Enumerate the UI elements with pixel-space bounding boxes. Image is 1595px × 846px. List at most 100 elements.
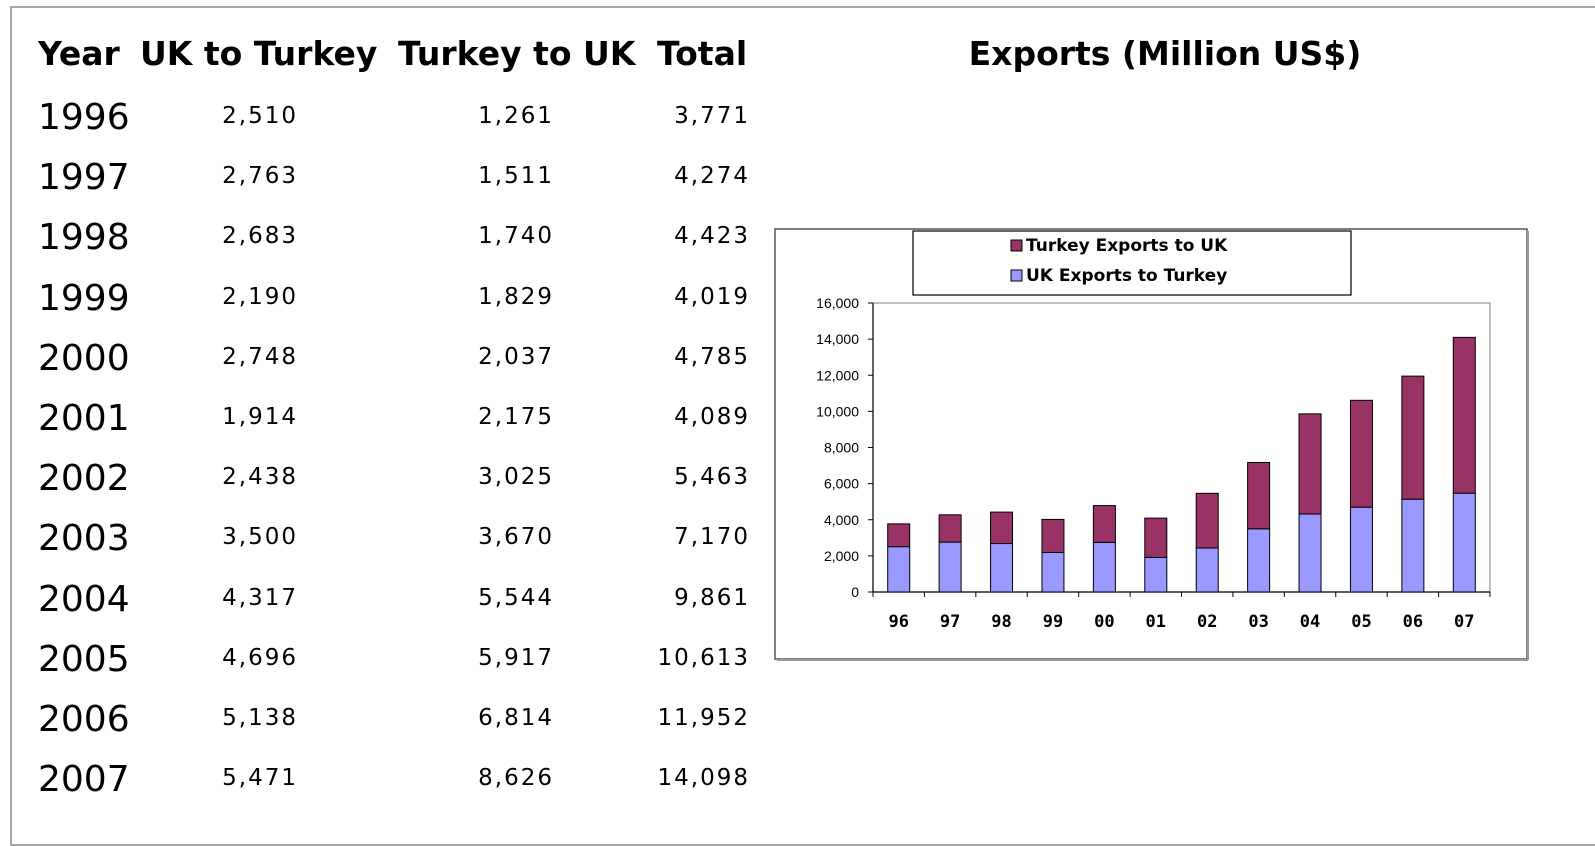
- x-tick-label: 01: [1146, 612, 1166, 632]
- x-tick-label: 07: [1454, 612, 1474, 632]
- bar-uk-exports-to-turkey: [1452, 492, 1476, 593]
- cell-total: 5,463: [674, 464, 750, 491]
- x-tick-label: 06: [1403, 612, 1423, 632]
- bar-turkey-exports-to-uk: [1195, 492, 1219, 549]
- cell-uk-to-turkey: 2,190: [222, 283, 298, 310]
- y-tick-label: 2,000: [824, 548, 859, 564]
- plot-area: [872, 302, 1491, 593]
- bar-turkey-exports-to-uk: [1401, 375, 1425, 500]
- header-year: Year: [38, 34, 120, 73]
- cell-year: 2006: [38, 699, 130, 740]
- cell-year: 2003: [38, 518, 130, 560]
- legend-label: Turkey Exports to UK: [1026, 236, 1228, 256]
- cell-year: 2002: [38, 458, 130, 500]
- cell-year: 2004: [38, 578, 130, 620]
- cell-year: 1996: [38, 97, 130, 138]
- bar-turkey-exports-to-uk: [938, 514, 962, 543]
- cell-year: 2005: [38, 638, 130, 680]
- cell-year: 1998: [38, 217, 130, 259]
- x-tick-label: 02: [1197, 612, 1217, 632]
- y-tick-label: 4,000: [824, 512, 859, 528]
- cell-turkey-to-uk: 5,917: [478, 644, 554, 671]
- cell-turkey-to-uk: 2,175: [478, 404, 554, 430]
- y-tick-label: 8,000: [824, 440, 859, 456]
- legend: [912, 230, 1352, 296]
- legend-swatch: [1010, 269, 1023, 282]
- cell-turkey-to-uk: 6,814: [478, 705, 554, 731]
- bar-turkey-exports-to-uk: [1041, 518, 1065, 553]
- cell-turkey-to-uk: 3,670: [478, 524, 554, 551]
- cell-uk-to-turkey: 2,748: [222, 343, 298, 370]
- cell-year: 2007: [38, 759, 130, 801]
- x-tick-label: 00: [1094, 612, 1114, 632]
- cell-turkey-to-uk: 1,740: [478, 223, 554, 250]
- cell-turkey-to-uk: 8,626: [478, 765, 554, 792]
- cell-total: 14,098: [657, 765, 750, 792]
- x-tick-label: 96: [888, 612, 908, 632]
- legend-swatch: [1010, 239, 1023, 252]
- bar-uk-exports-to-turkey: [1144, 556, 1168, 593]
- bar-uk-exports-to-turkey: [1401, 498, 1425, 593]
- bar-uk-exports-to-turkey: [1195, 547, 1219, 593]
- x-tick-label: 03: [1248, 612, 1268, 632]
- cell-uk-to-turkey: 5,138: [222, 705, 298, 731]
- bar-uk-exports-to-turkey: [1041, 551, 1065, 593]
- cell-total: 4,785: [674, 343, 750, 370]
- cell-uk-to-turkey: 2,763: [222, 163, 298, 190]
- cell-turkey-to-uk: 5,544: [478, 584, 554, 611]
- bar-uk-exports-to-turkey: [887, 546, 911, 593]
- cell-uk-to-turkey: 4,317: [222, 584, 298, 611]
- bar-turkey-exports-to-uk: [1298, 413, 1322, 515]
- cell-turkey-to-uk: 1,511: [478, 163, 554, 190]
- y-tick-label: 14,000: [816, 331, 859, 347]
- bar-uk-exports-to-turkey: [1298, 513, 1322, 593]
- chart-title: Exports (Million US$): [968, 34, 1362, 73]
- y-tick-label: 12,000: [816, 367, 859, 383]
- cell-uk-to-turkey: 1,914: [222, 404, 298, 430]
- cell-total: 4,423: [674, 223, 750, 250]
- y-tick-label: 0: [851, 584, 859, 600]
- cell-total: 11,952: [657, 705, 750, 731]
- bar-turkey-exports-to-uk: [1144, 517, 1168, 558]
- bar-uk-exports-to-turkey: [1247, 528, 1271, 593]
- bar-uk-exports-to-turkey: [938, 541, 962, 593]
- cell-total: 4,019: [674, 283, 750, 310]
- cell-year: 2001: [38, 398, 130, 439]
- cell-total: 9,861: [674, 584, 750, 611]
- bar-turkey-exports-to-uk: [1349, 399, 1373, 508]
- bar-uk-exports-to-turkey: [1092, 541, 1116, 593]
- cell-turkey-to-uk: 1,261: [478, 103, 554, 129]
- legend-label: UK Exports to Turkey: [1026, 266, 1227, 286]
- cell-year: 1997: [38, 157, 130, 199]
- x-tick-label: 98: [991, 612, 1011, 632]
- cell-year: 2000: [38, 337, 130, 379]
- cell-uk-to-turkey: 4,696: [222, 644, 298, 671]
- header-uk-to-turkey: UK to Turkey: [140, 34, 378, 73]
- y-tick-label: 6,000: [824, 476, 859, 492]
- bar-uk-exports-to-turkey: [1349, 506, 1373, 593]
- cell-turkey-to-uk: 3,025: [478, 464, 554, 491]
- cell-uk-to-turkey: 2,438: [222, 464, 298, 491]
- cell-year: 1999: [38, 277, 130, 319]
- bar-turkey-exports-to-uk: [1092, 505, 1116, 543]
- header-total: Total: [657, 34, 748, 73]
- cell-total: 7,170: [674, 524, 750, 551]
- y-tick-label: 10,000: [816, 403, 859, 419]
- cell-uk-to-turkey: 2,510: [222, 103, 298, 129]
- cell-turkey-to-uk: 2,037: [478, 343, 554, 370]
- cell-turkey-to-uk: 1,829: [478, 283, 554, 310]
- cell-total: 4,089: [674, 404, 750, 430]
- cell-uk-to-turkey: 5,471: [222, 765, 298, 792]
- cell-total: 3,771: [674, 103, 750, 129]
- x-tick-label: 04: [1300, 612, 1320, 632]
- x-tick-label: 97: [940, 612, 960, 632]
- x-tick-label: 99: [1043, 612, 1063, 632]
- header-turkey-to-uk: Turkey to UK: [398, 34, 636, 73]
- x-tick-label: 05: [1351, 612, 1371, 632]
- y-tick-label: 16,000: [816, 295, 859, 311]
- cell-total: 10,613: [657, 644, 750, 671]
- cell-total: 4,274: [674, 163, 750, 190]
- bar-turkey-exports-to-uk: [990, 511, 1014, 545]
- bar-turkey-exports-to-uk: [1247, 461, 1271, 530]
